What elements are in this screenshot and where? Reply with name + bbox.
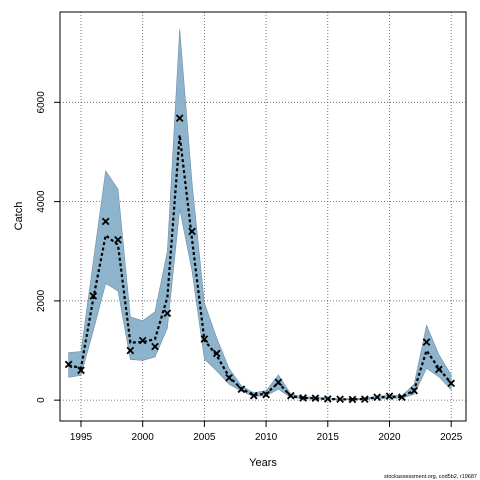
catch-marker-2005: [200, 335, 209, 343]
catch-marker-2003: [175, 114, 184, 123]
catch-marker-2001: [151, 342, 159, 351]
credit-text: stockassessment.org, cod5b2, r19687: [384, 474, 477, 480]
catch-marker-1998: [114, 235, 122, 244]
x-axis: 1995 2000 2005 2010 2015 2020 2025: [70, 420, 463, 443]
y-axis: 0 2000 4000 6000: [36, 91, 61, 403]
catch-marker-2004: [188, 227, 196, 236]
confidence-band: [68, 28, 452, 400]
x-tick-label-2020: 2020: [378, 432, 401, 443]
catch-marker-2011: [274, 378, 283, 387]
catch-marker-2025: [447, 379, 456, 388]
catch-marker-1994: [64, 360, 73, 369]
catch-marker-2009: [249, 391, 258, 400]
y-tick-label-2000: 2000: [36, 289, 47, 312]
catch-marker-2016: [336, 395, 344, 403]
catch-marker-1995: [77, 366, 85, 375]
catch-marker-2014: [311, 394, 320, 403]
x-tick-label-2015: 2015: [317, 432, 340, 443]
catch-marker-2017: [348, 395, 357, 404]
catch-marker-1996: [89, 292, 98, 300]
catch-marker-2010: [262, 390, 270, 399]
x-tick-label-2025: 2025: [440, 432, 463, 443]
x-tick-label-2000: 2000: [132, 432, 155, 443]
catch-marker-2022: [410, 386, 419, 395]
catch-marker-2012: [286, 391, 295, 400]
observed-catch-markers: [64, 114, 456, 404]
catch-marker-2013: [299, 394, 307, 402]
catch-marker-2015: [323, 395, 332, 403]
y-tick-label-6000: 6000: [36, 91, 47, 114]
catch-marker-2019: [373, 393, 381, 402]
x-axis-title: Years: [249, 457, 277, 469]
catch-marker-1999: [126, 346, 135, 355]
x-tick-label-1995: 1995: [70, 432, 93, 443]
catch-marker-2020: [385, 392, 394, 401]
catch-marker-2023: [422, 338, 431, 346]
fitted-catch-line: [68, 134, 453, 401]
catch-marker-2021: [397, 393, 406, 402]
catch-marker-2006: [212, 349, 221, 358]
catch-marker-2008: [237, 385, 246, 394]
catch-marker-1997: [101, 217, 110, 226]
y-tick-label-0: 0: [36, 397, 47, 403]
catch-marker-2024: [435, 365, 443, 374]
y-axis-title: Catch: [13, 202, 25, 231]
catch-marker-2000: [138, 336, 147, 345]
x-tick-label-2005: 2005: [193, 432, 216, 443]
catch-marker-2007: [225, 373, 233, 382]
catch-marker-2002: [163, 309, 172, 318]
catch-marker-2018: [360, 395, 369, 403]
y-tick-label-4000: 4000: [36, 190, 47, 213]
x-tick-label-2010: 2010: [255, 432, 278, 443]
grid-lines: [60, 12, 466, 421]
